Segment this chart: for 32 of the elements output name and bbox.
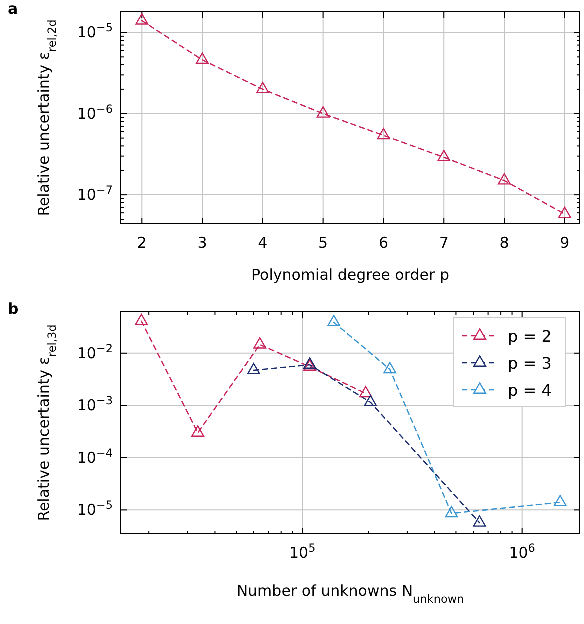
x-tick-label: 9	[560, 234, 570, 252]
y-tick-label: 10$^{−5}$	[77, 498, 113, 520]
x-tick-label: 3	[198, 234, 208, 252]
x-tick-label: 5	[318, 234, 328, 252]
x-tick-label: 10$^{5}$	[290, 542, 316, 562]
chart-title: b	[8, 300, 19, 318]
x-tick-label: 2	[137, 234, 147, 252]
legend-label: p = 4	[508, 381, 552, 400]
point	[196, 52, 210, 64]
legend-label: p = 3	[508, 354, 552, 373]
point	[438, 150, 451, 162]
point	[136, 13, 149, 25]
y-tick-label: 10$^{−4}$	[77, 446, 113, 467]
x-tick-label: 8	[500, 234, 510, 252]
x-tick-label: 10$^{6}$	[509, 542, 536, 562]
point	[316, 106, 330, 118]
x-tick-label: 4	[258, 234, 268, 252]
point	[377, 128, 390, 140]
point	[498, 173, 511, 185]
x-tick-label: 7	[439, 234, 449, 252]
y-tick-label: 10$^{−5}$	[77, 21, 113, 42]
y-tick-label: 10$^{−3}$	[77, 394, 113, 415]
chart-title: a	[8, 0, 18, 18]
x-axis-title: Number of unknowns N$_{unknown}$	[236, 582, 464, 606]
point	[558, 206, 572, 218]
x-tick-label: 6	[378, 234, 388, 252]
y-tick-label: 10$^{−7}$	[77, 184, 113, 204]
point	[256, 82, 270, 94]
y-tick-label: 10$^{−2}$	[77, 342, 113, 362]
y-tick-label: 10$^{−6}$	[77, 102, 113, 123]
legend-label: p = 2	[508, 327, 552, 346]
x-axis-title: Polynomial degree order p	[252, 266, 450, 284]
